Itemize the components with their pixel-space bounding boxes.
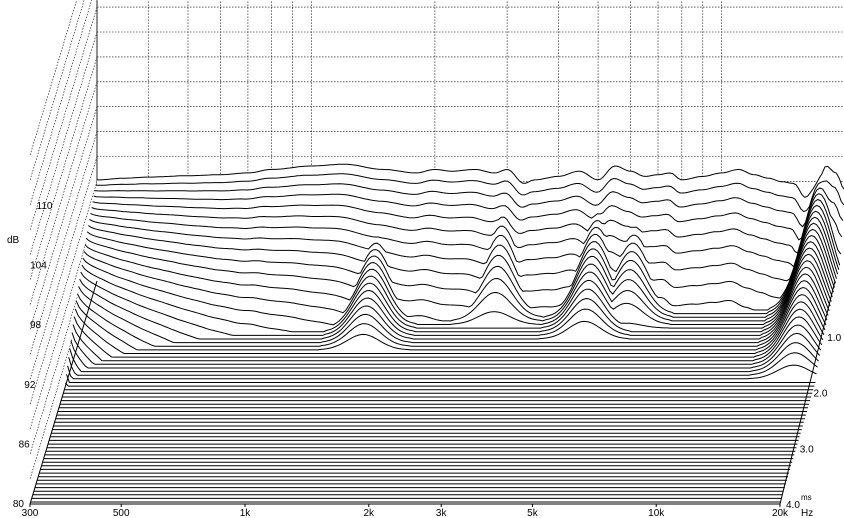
decay-slice-trace xyxy=(83,247,833,326)
time-axis-tick-label: 3.0 xyxy=(800,444,814,455)
decay-slice-fill xyxy=(78,280,827,343)
decay-slice-trace xyxy=(91,204,841,268)
decay-slice-fill xyxy=(83,248,833,325)
side-wall-grid-line xyxy=(29,0,92,206)
decay-slice-trace xyxy=(85,234,835,318)
plot-frame xyxy=(29,280,836,505)
time-axis-tick-labels: 1.0 2.0 3.0 4.0 xyxy=(786,333,842,511)
decay-slice-trace xyxy=(69,342,819,373)
side-wall-grid-line xyxy=(29,31,98,256)
frequency-axis-tick-label: 5k xyxy=(527,508,539,518)
decay-slice-trace xyxy=(68,352,818,376)
frequency-axis-tick-labels: 300 500 1k 2k 3k 5k 10k 20k xyxy=(22,504,789,518)
frequency-axis-tick-label: 2k xyxy=(364,508,376,518)
decay-slice-trace xyxy=(81,260,831,333)
decay-slices xyxy=(30,163,844,503)
decay-slice-trace xyxy=(82,253,832,329)
level-axis-tick-label: 98 xyxy=(30,320,42,331)
level-axis-tick-label: 86 xyxy=(19,439,31,450)
level-axis-tick-label: 110 xyxy=(37,201,53,212)
decay-slice-trace xyxy=(88,222,837,311)
decay-slice-trace xyxy=(90,210,840,282)
level-axis-unit: dB xyxy=(7,235,20,246)
time-axis-tick-label: 4.0 xyxy=(786,500,800,511)
side-wall-grid-line xyxy=(29,0,85,181)
frequency-axis-unit: Hz xyxy=(801,508,813,518)
time-axis-unit: ms xyxy=(801,493,812,502)
level-axis-tick-label: 80 xyxy=(13,499,25,510)
decay-slice-trace xyxy=(79,273,829,340)
decay-slice-trace xyxy=(92,198,842,255)
level-axis-tick-label: 92 xyxy=(24,380,36,391)
decay-slice-trace xyxy=(70,332,820,369)
decay-slice-trace xyxy=(80,266,830,336)
decay-slice-trace xyxy=(74,301,825,354)
frequency-axis-tick-label: 10k xyxy=(648,508,665,518)
decay-slice-trace xyxy=(97,163,844,198)
decay-slice-trace xyxy=(72,316,823,362)
decay-slice-trace xyxy=(67,364,817,380)
decay-slice-trace xyxy=(65,382,815,387)
time-axis-tick-label: 1.0 xyxy=(827,333,841,344)
level-axis-tick-label: 104 xyxy=(30,261,47,272)
left-base-line xyxy=(29,280,98,505)
decay-slice-trace xyxy=(73,308,824,358)
right-base-line xyxy=(779,280,836,505)
frequency-axis-tick-label: 1k xyxy=(240,508,252,518)
decay-slice-trace xyxy=(78,280,828,344)
decay-slice-trace xyxy=(93,193,843,241)
frequency-axis-tick-label: 20k xyxy=(772,508,789,518)
decay-slice-trace xyxy=(75,294,826,351)
time-axis-tick-label: 2.0 xyxy=(814,389,828,400)
side-wall-grid-line xyxy=(29,0,78,156)
decay-slice-trace xyxy=(84,241,834,322)
decay-slice-fill xyxy=(79,273,829,339)
level-axis-tick-labels: 80 86 92 98 104 110 xyxy=(13,201,53,510)
decay-slice-trace xyxy=(89,216,839,299)
decay-slice-trace xyxy=(86,228,836,315)
decay-slice-trace xyxy=(94,183,844,228)
frequency-axis-tick-label: 3k xyxy=(436,508,448,518)
side-wall-grid-line xyxy=(29,7,98,231)
decay-slice-trace xyxy=(76,286,827,347)
frequency-axis-tick-label: 500 xyxy=(113,508,130,518)
decay-slice-trace xyxy=(66,374,816,383)
frequency-axis-tick-label: 300 xyxy=(22,508,39,518)
axis-labels: 80 86 92 98 104 110 dB 300 500 1k 2k 3k 5k 10k 20k H… xyxy=(7,201,842,518)
decay-slice-trace xyxy=(71,324,822,365)
decay-slice-trace xyxy=(95,173,844,213)
